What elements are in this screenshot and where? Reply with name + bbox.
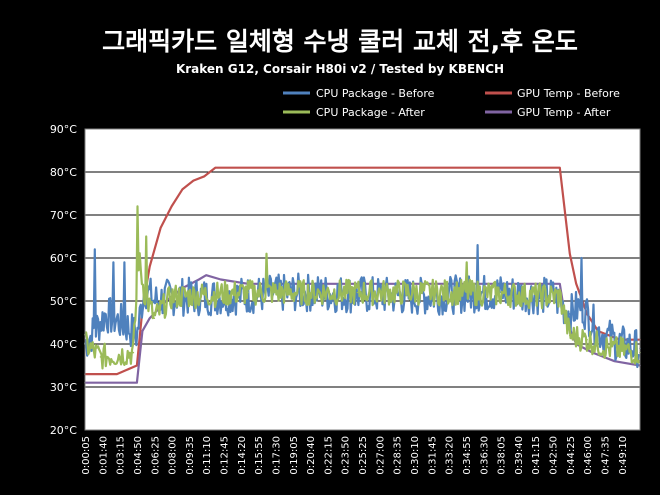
data-point-gpu-after	[559, 283, 561, 285]
y-tick-label: 70°C	[50, 209, 77, 222]
y-tick-label: 30°C	[50, 381, 77, 394]
x-tick-label: 0:39:40	[514, 436, 525, 475]
data-point-gpu-after	[220, 278, 222, 281]
data-point-cpu-after	[356, 291, 359, 294]
data-point-gpu-after	[148, 317, 151, 320]
data-point-gpu-before	[136, 364, 138, 367]
data-point-gpu-before	[564, 214, 567, 216]
data-point-cpu-after	[132, 351, 135, 354]
y-tick-label: 50°C	[50, 295, 77, 308]
x-tick-label: 0:46:00	[583, 436, 594, 475]
x-tick-label: 0:25:25	[358, 436, 369, 475]
chart-subtitle: Kraken G12, Corsair H80i v2 / Tested by …	[176, 62, 504, 76]
data-point-cpu-after	[153, 317, 156, 320]
data-point-cpu-before	[127, 326, 129, 328]
data-point-cpu-after	[569, 334, 571, 337]
data-point-gpu-before	[148, 265, 151, 268]
data-point-cpu-after	[143, 291, 145, 294]
x-tick-label: 0:34:55	[462, 436, 473, 475]
data-point-gpu-before	[608, 334, 610, 337]
x-tick-label: 0:36:30	[479, 436, 490, 475]
data-point-gpu-after	[136, 381, 138, 384]
x-tick-label: 0:20:40	[306, 436, 317, 475]
x-tick-label: 0:11:10	[202, 436, 213, 475]
data-point-gpu-before	[170, 205, 173, 208]
y-tick-label: 40°C	[50, 338, 77, 351]
data-point-cpu-after	[138, 257, 140, 259]
x-tick-label: 0:47:35	[600, 436, 611, 475]
y-tick-label: 60°C	[50, 252, 77, 265]
data-point-cpu-before	[569, 313, 571, 315]
data-point-cpu-after	[99, 356, 102, 358]
x-tick-label: 0:04:50	[133, 436, 144, 475]
data-point-gpu-after	[198, 278, 200, 281]
x-tick-label: 0:23:50	[341, 436, 352, 475]
x-tick-label: 0:06:25	[150, 436, 161, 475]
x-tick-label: 0:41:15	[531, 436, 542, 475]
x-tick-label: 0:44:25	[566, 436, 577, 475]
data-point-gpu-before	[181, 188, 184, 190]
x-tick-label: 0:27:00	[375, 436, 386, 475]
y-axis: 20°C 30°C 40°C 50°C 60°C 70°C 80°C 90°C	[50, 123, 77, 437]
x-tick-label: 0:08:00	[168, 436, 179, 475]
x-tick-label: 0:09:35	[185, 436, 196, 475]
legend-item-gpu-after: GPU Temp - After	[485, 106, 611, 119]
data-point-cpu-before	[580, 304, 583, 307]
x-tick-label: 0:00:05	[81, 436, 92, 475]
y-tick-label: 80°C	[50, 166, 77, 179]
x-tick-label: 0:01:40	[98, 436, 109, 475]
data-point-gpu-before	[569, 252, 571, 255]
x-tick-label: 0:12:45	[220, 436, 231, 475]
x-tick-label: 0:15:55	[254, 436, 265, 475]
data-point-cpu-before	[153, 300, 156, 302]
x-tick-label: 0:17:30	[271, 436, 282, 475]
x-tick-label: 0:33:20	[445, 436, 456, 475]
x-tick-label: 0:38:05	[497, 436, 508, 475]
data-point-gpu-before	[214, 166, 217, 169]
legend-item-gpu-before: GPU Temp - Before	[485, 87, 620, 100]
legend-label-gpu-after: GPU Temp - After	[517, 106, 611, 119]
data-point-cpu-after	[170, 295, 173, 298]
x-tick-label: 0:28:35	[393, 436, 404, 475]
series-line-cpu-after	[83, 205, 641, 370]
legend-label-cpu-after: CPU Package - After	[316, 106, 425, 119]
x-tick-label: 0:31:45	[427, 436, 438, 475]
x-axis: 0:00:05 0:01:40 0:03:15 0:04:50 0:06:25 0:08:…	[81, 430, 629, 475]
legend-label-gpu-before: GPU Temp - Before	[517, 87, 620, 100]
data-point-gpu-before	[116, 373, 118, 375]
legend-item-cpu-before: CPU Package - Before	[283, 87, 435, 100]
legend-item-cpu-after: CPU Package - After	[283, 106, 425, 119]
x-tick-label: 0:49:10	[618, 436, 629, 475]
x-tick-label: 0:19:05	[289, 436, 300, 475]
data-point-cpu-before	[136, 334, 138, 337]
chart-title: 그래픽카드 일체형 수냉 쿨러 교체 전,후 온도	[102, 27, 578, 56]
data-point-cpu-after	[559, 295, 561, 298]
y-tick-label: 20°C	[50, 424, 77, 437]
legend: CPU Package - Before GPU Temp - Before C…	[283, 87, 620, 119]
series-lines	[83, 128, 641, 431]
x-tick-label: 0:30:10	[410, 436, 421, 475]
x-tick-label: 0:22:15	[323, 436, 334, 475]
y-tick-label: 90°C	[50, 123, 77, 136]
data-point-cpu-before	[105, 313, 107, 315]
data-point-cpu-after	[586, 338, 588, 341]
plot-border	[84, 128, 641, 431]
data-point-gpu-before	[203, 175, 206, 178]
data-point-gpu-before	[192, 179, 195, 182]
data-point-gpu-before	[411, 166, 414, 169]
data-point-gpu-after	[205, 274, 207, 277]
series-cpu-after	[83, 205, 641, 370]
data-point-cpu-after	[608, 347, 610, 350]
data-point-gpu-after	[141, 330, 144, 332]
legend-label-cpu-before: CPU Package - Before	[316, 87, 435, 100]
data-point-gpu-before	[575, 283, 577, 285]
data-point-cpu-after	[247, 291, 249, 294]
data-point-cpu-after	[466, 291, 468, 294]
x-tick-label: 0:14:20	[237, 436, 248, 475]
x-tick-label: 0:42:50	[549, 436, 560, 475]
data-point-gpu-before	[159, 227, 162, 229]
x-tick-label: 0:03:15	[116, 436, 127, 475]
data-point-gpu-before	[559, 166, 561, 169]
